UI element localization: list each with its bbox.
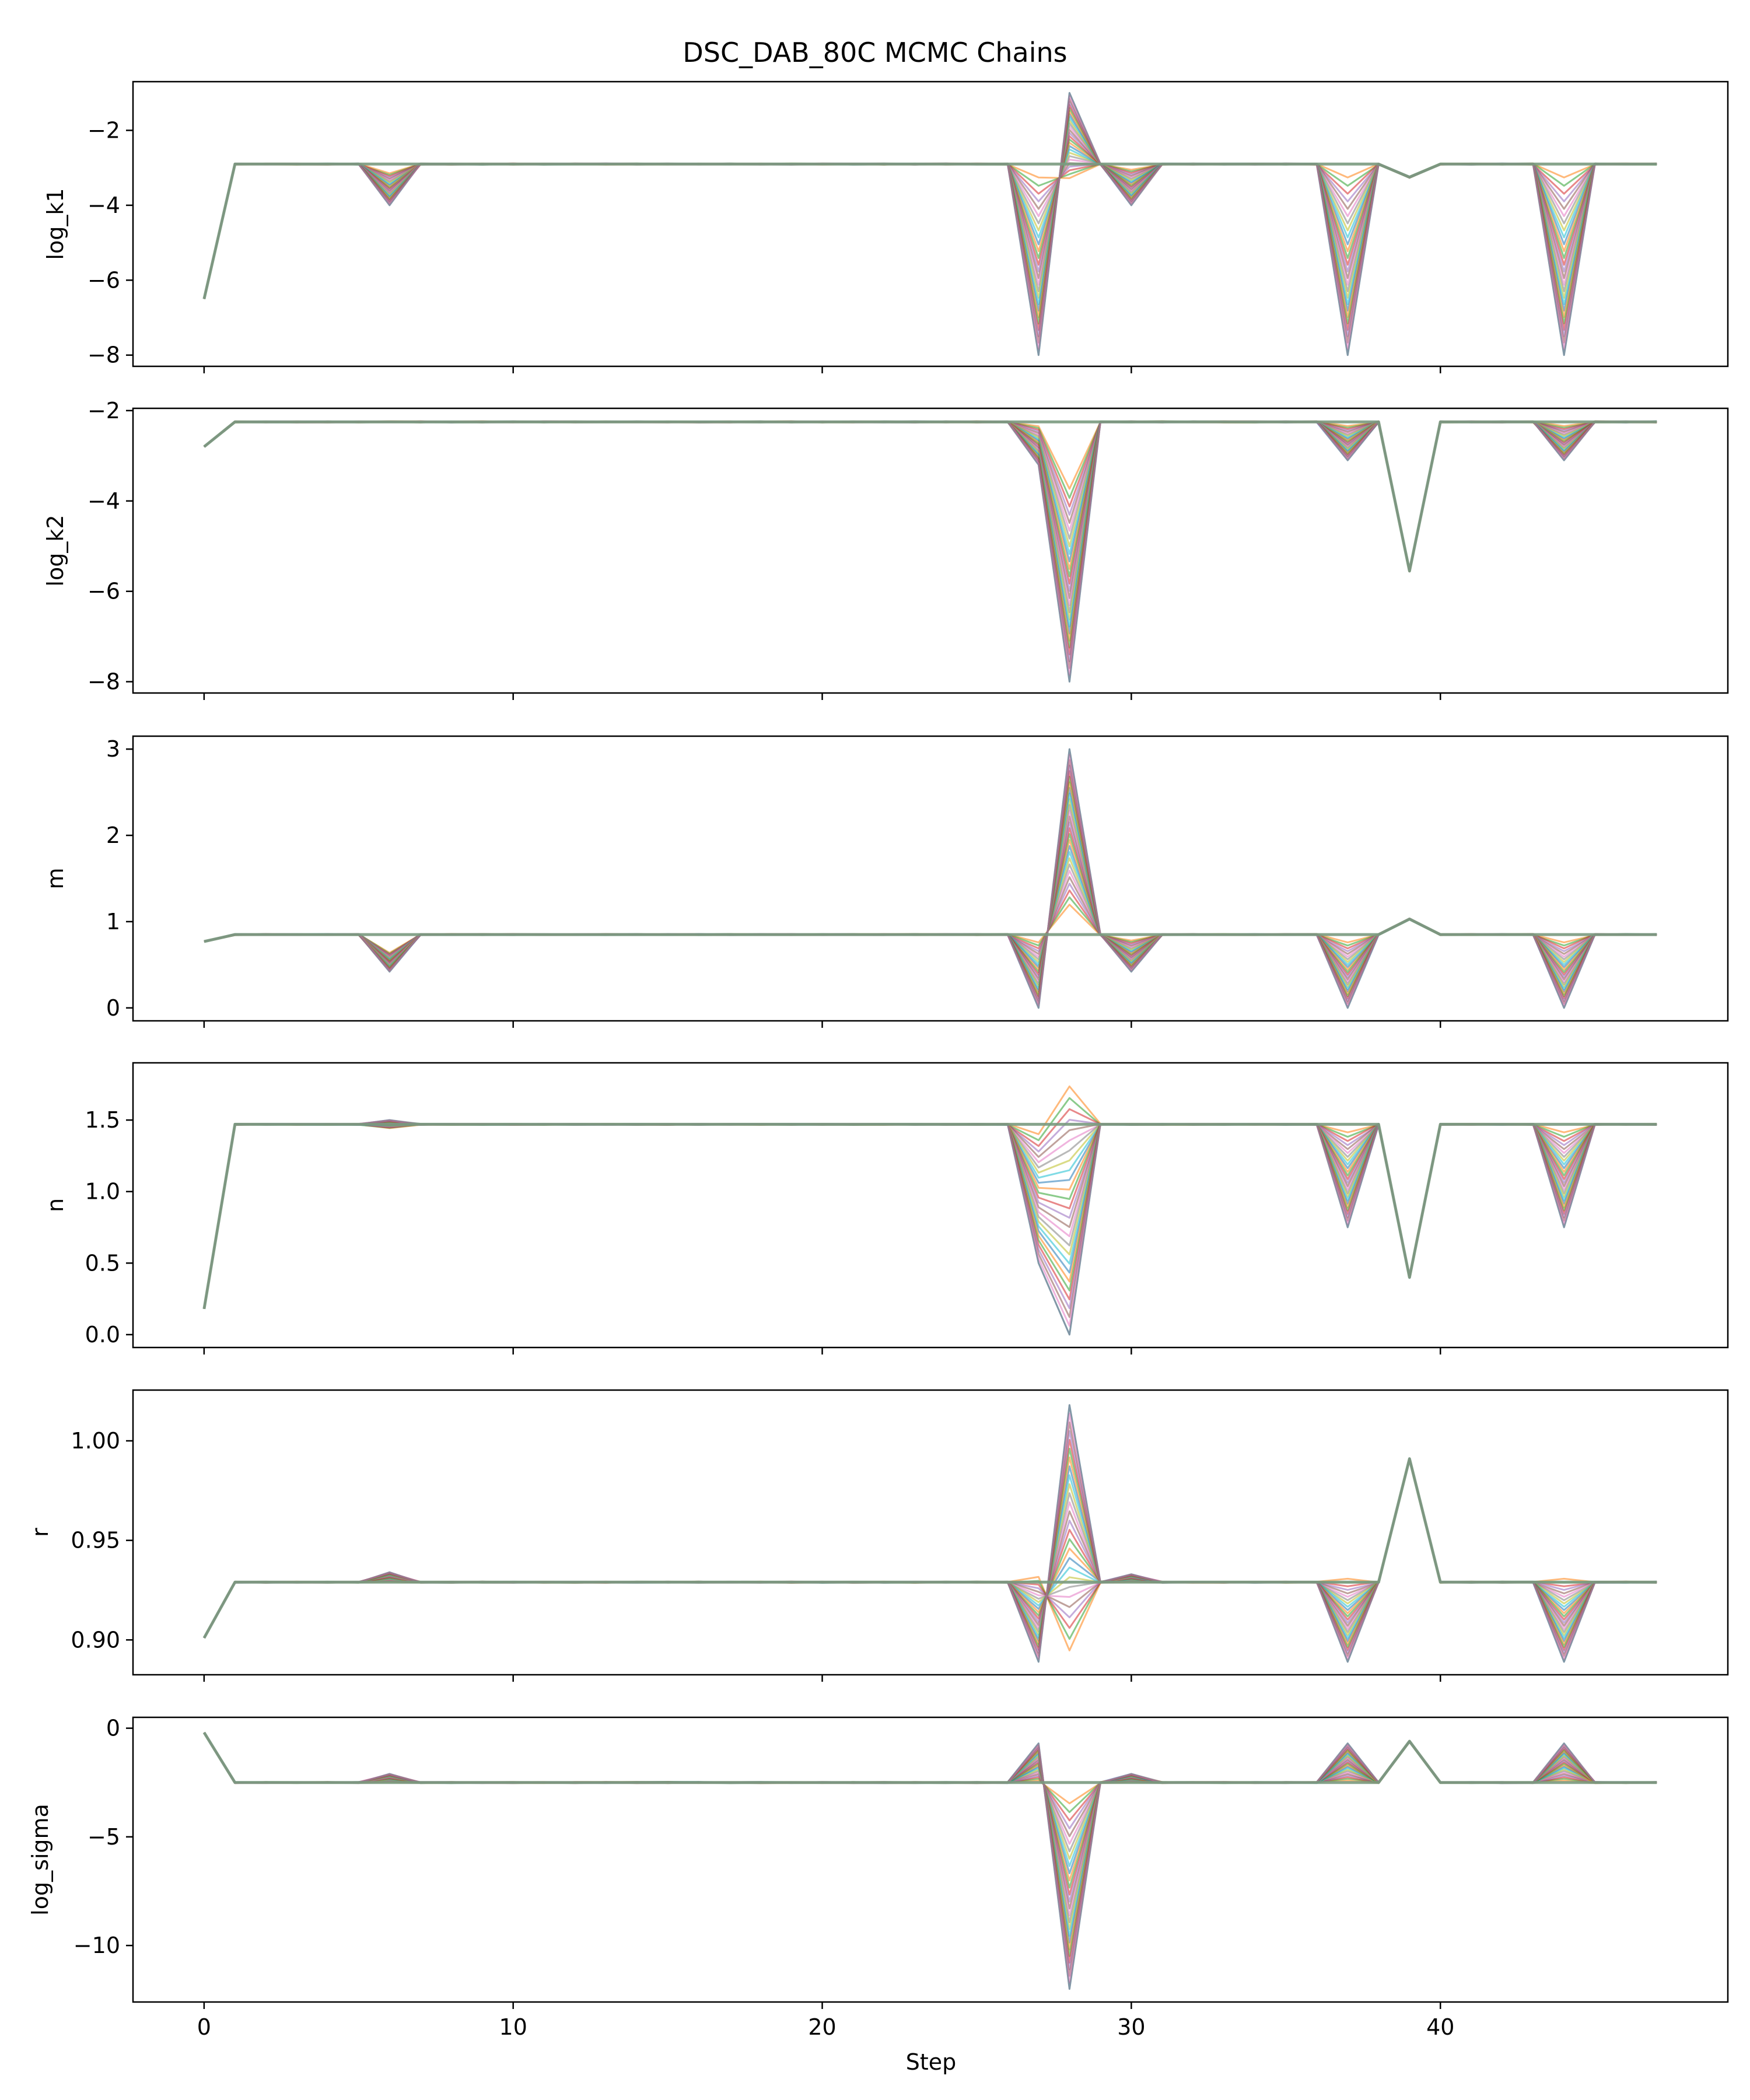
y-tick-label: 0.0 [85, 1322, 120, 1348]
x-tick-label: 0 [197, 2014, 211, 2040]
chain-lines [202, 1085, 1657, 1336]
x-tick-label: 30 [1117, 2014, 1145, 2040]
chain-line [202, 1457, 1657, 1639]
x-tick-label: 20 [808, 2014, 836, 2040]
axes-frame [132, 407, 1729, 694]
y-axis-label: log_k2 [43, 514, 68, 586]
y-axis-label: m [43, 867, 68, 889]
y-tick-label: −8 [88, 342, 120, 368]
y-axis-label: n [43, 1198, 68, 1212]
chain-lines [202, 1731, 1657, 1990]
x-tick-label: 40 [1426, 2014, 1454, 2040]
y-axis-label: log_sigma [27, 1804, 53, 1916]
y-tick-label: 2 [106, 822, 120, 848]
y-axis-label: r [27, 1528, 53, 1537]
axes-frame [132, 80, 1729, 368]
y-tick-label: 0.95 [71, 1528, 120, 1553]
chain-lines [202, 92, 1657, 356]
chain-line [202, 1122, 1657, 1310]
y-tick-label: 0 [106, 1716, 120, 1741]
y-tick-label: −4 [88, 192, 120, 218]
axes-frame [132, 1062, 1729, 1349]
panel-log-k2: −8 −6 −4 −2 log_k2 [43, 398, 1729, 700]
chain-lines [204, 748, 1657, 1009]
y-tick-label: −10 [74, 1933, 120, 1958]
panel-log-sigma: −10 −5 0 log_sigma 0 10 20 30 40 [27, 1716, 1729, 2040]
y-tick-label: 0.90 [71, 1627, 120, 1653]
axes-frame [132, 1716, 1729, 2003]
chain-lines [202, 1404, 1657, 1663]
axes-frame [132, 735, 1729, 1022]
y-tick-label: −2 [88, 398, 120, 424]
panel-n: 0.0 0.5 1.0 1.5 n [43, 1062, 1729, 1354]
chain-line [202, 1731, 1657, 1784]
y-tick-label: −2 [88, 117, 120, 143]
panels: −8 −6 −4 −2 log_k1 −8 −6 −4 −2 log_k2 0 1 2 3 m 0.0 0.5 1… [27, 80, 1729, 2040]
y-tick-label: 3 [106, 736, 120, 762]
panel-m: 0 1 2 3 m [43, 735, 1729, 1028]
y-tick-label: −6 [88, 267, 120, 293]
y-tick-label: 1.5 [85, 1107, 120, 1133]
x-axis-label: Step [906, 2049, 957, 2075]
y-tick-label: 1 [106, 909, 120, 935]
x-tick-label: 10 [499, 2014, 527, 2040]
y-tick-label: 0 [106, 995, 120, 1021]
y-tick-label: 1.0 [85, 1179, 120, 1205]
chain-lines [203, 420, 1657, 683]
figure-title: DSC_DAB_80C MCMC Chains [682, 37, 1067, 68]
chain-line [202, 162, 1657, 299]
panel-r: 0.90 0.95 1.00 r [27, 1389, 1729, 1682]
y-tick-label: −4 [88, 488, 120, 514]
panel-log-k1: −8 −6 −4 −2 log_k1 [43, 80, 1729, 373]
y-tick-label: 1.00 [71, 1428, 120, 1454]
y-axis-label: log_k1 [43, 188, 68, 260]
chain-line [203, 420, 1657, 573]
y-tick-label: 0.5 [85, 1250, 120, 1276]
y-tick-label: −8 [88, 669, 120, 695]
axes-frame [132, 1389, 1729, 1676]
chain-line [204, 918, 1657, 943]
y-tick-label: −5 [88, 1824, 120, 1850]
y-tick-label: −6 [88, 579, 120, 604]
